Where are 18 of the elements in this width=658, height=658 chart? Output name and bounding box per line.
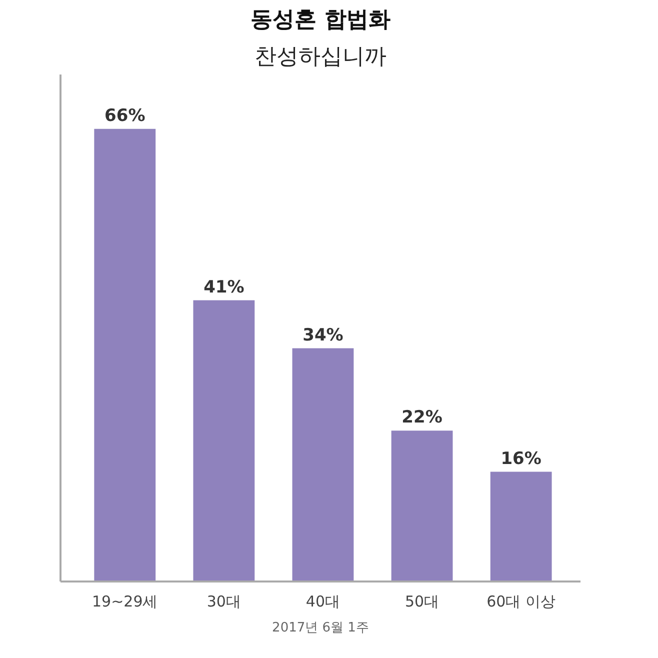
x-tick-label: 60대 이상 xyxy=(486,592,556,610)
x-tick-label: 19~29세 xyxy=(92,592,158,610)
x-tick-label: 30대 xyxy=(206,592,241,610)
text: 2017년 6월 1주 xyxy=(272,620,369,636)
data-label: 66% xyxy=(104,106,146,126)
data-label: 22% xyxy=(402,408,442,428)
bar xyxy=(490,472,552,582)
x-tick-label: 40대 xyxy=(306,592,340,610)
bar xyxy=(292,348,354,582)
data-label: 41% xyxy=(204,277,244,298)
chart-title: 동성혼 합법화 xyxy=(250,8,390,32)
data-label: 16% xyxy=(500,448,542,469)
bar xyxy=(193,300,255,582)
data-label: 34% xyxy=(302,325,344,346)
bar xyxy=(391,430,453,582)
x-tick-label: 50대 xyxy=(404,592,440,610)
chart-subtitle: 찬성하십니까 xyxy=(254,44,386,70)
bar xyxy=(94,128,156,582)
